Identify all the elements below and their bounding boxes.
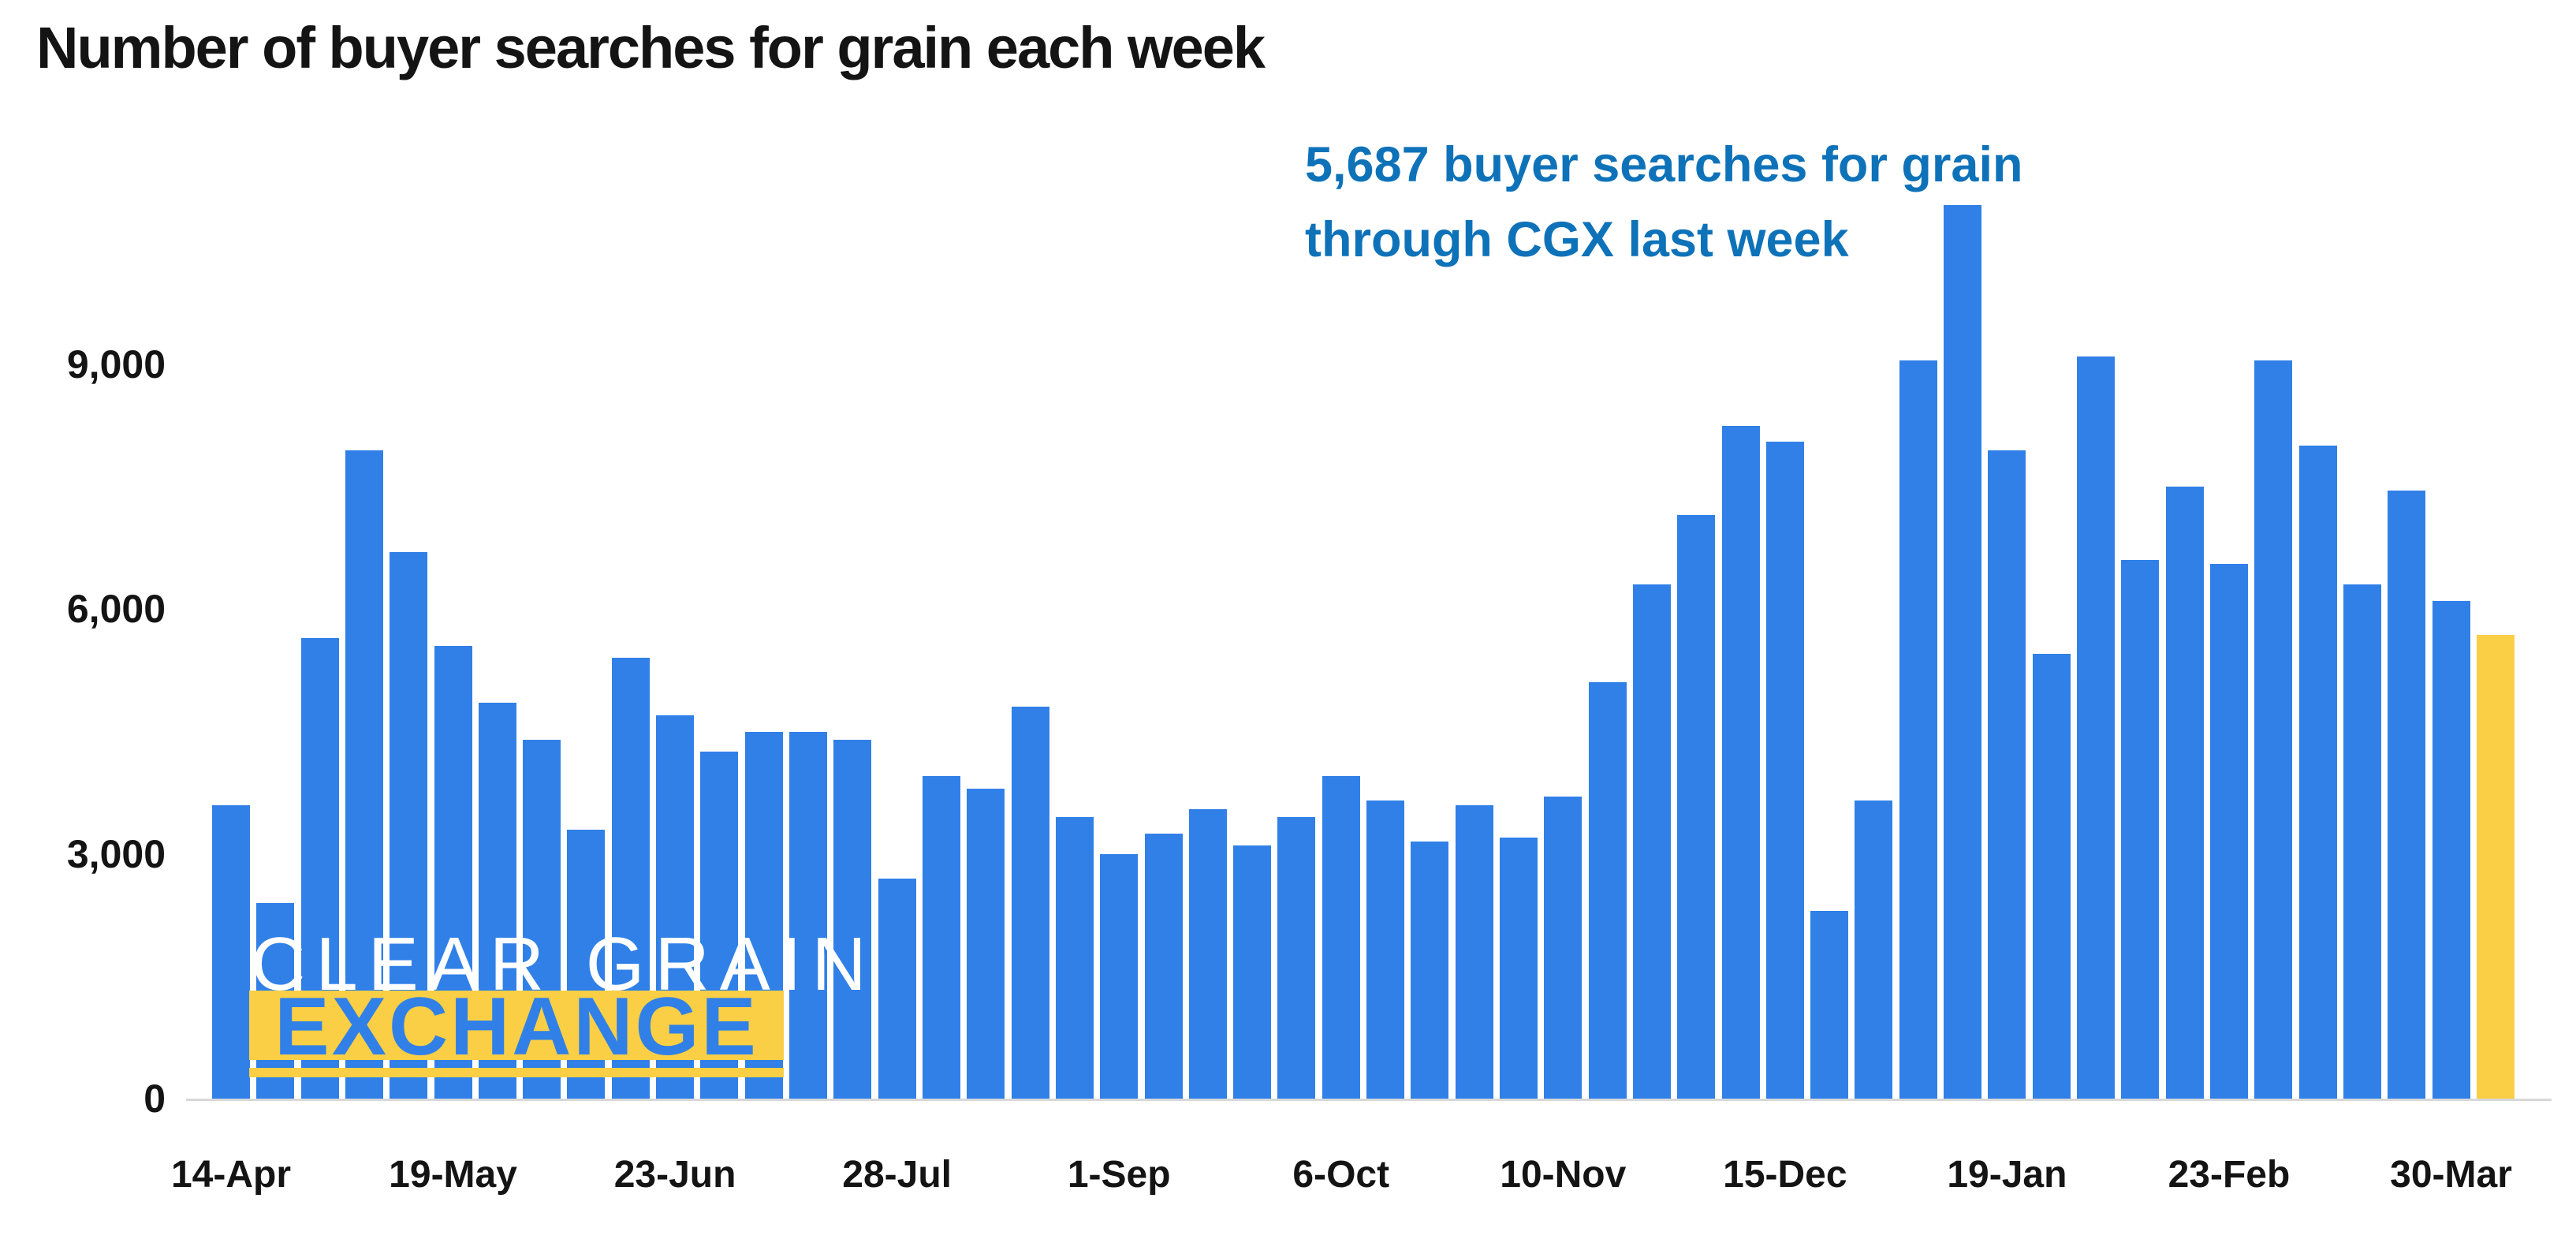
chart-title: Number of buyer searches for grain each …: [36, 15, 1266, 80]
x-axis-tick-label: 19-May: [389, 1154, 517, 1196]
bar-week-18: [967, 789, 1005, 1099]
bar-week-14: [789, 732, 828, 1099]
bar-week-47: [2254, 360, 2293, 1099]
x-axis-tick-label: 15-Dec: [1723, 1154, 1847, 1196]
bar-week-28: [1411, 842, 1449, 1099]
bar-week-51: [2432, 601, 2470, 1099]
bar-week-34: [1677, 515, 1716, 1099]
bar-week-23: [1188, 809, 1227, 1099]
bar-week-44: [2121, 560, 2160, 1099]
x-axis-tick-label: 23-Jun: [613, 1154, 736, 1196]
watermark-underline: [249, 1068, 784, 1077]
bar-week-50: [2388, 491, 2426, 1099]
bar-week-15: [833, 740, 872, 1099]
bar-week-31: [1544, 797, 1583, 1099]
bar-week-30: [1499, 838, 1538, 1099]
highlighted-bar-last-week: [2476, 635, 2514, 1099]
bar-week-42: [2032, 654, 2071, 1099]
bar-week-21: [1100, 854, 1139, 1099]
bar-week-19: [1011, 707, 1049, 1099]
bar-week-43: [2077, 356, 2116, 1099]
bar-week-46: [2209, 564, 2248, 1099]
x-axis-tick-label: 1-Sep: [1067, 1154, 1171, 1196]
x-axis-line: [186, 1099, 2552, 1101]
bar-week-26: [1322, 776, 1360, 1099]
x-axis-tick-label: 30-Mar: [2390, 1154, 2512, 1196]
bar-week-25: [1277, 817, 1316, 1099]
bar-week-41: [1988, 450, 2026, 1099]
y-axis-tick-label: 3,000: [66, 831, 166, 876]
x-axis-tick-label: 14-Apr: [170, 1154, 292, 1196]
x-axis-tick-label: 28-Jul: [842, 1154, 952, 1196]
bar-week-36: [1765, 442, 1804, 1099]
bar-week-1: [212, 805, 250, 1099]
bar-week-29: [1455, 805, 1493, 1099]
bar-week-45: [2165, 487, 2204, 1099]
bar-week-16: [878, 879, 916, 1099]
bar-week-27: [1366, 801, 1405, 1099]
watermark-exchange-band: EXCHANGE: [249, 991, 784, 1060]
annotation-line-1: 5,687 buyer searches for grain: [1305, 137, 2023, 192]
bar-week-32: [1588, 682, 1627, 1099]
bar-week-35: [1721, 426, 1760, 1099]
annotation-callout: 5,687 buyer searches for grain through C…: [1305, 128, 2022, 278]
annotation-line-2: through CGX last week: [1305, 212, 1849, 267]
bar-week-20: [1055, 817, 1094, 1099]
bar-week-33: [1632, 584, 1671, 1099]
x-axis-tick-label: 10-Nov: [1500, 1154, 1627, 1196]
bar-week-48: [2298, 446, 2337, 1099]
x-axis-tick-label: 19-Jan: [1947, 1154, 2067, 1196]
bar-week-17: [922, 776, 960, 1099]
y-axis-tick-label: 0: [144, 1077, 166, 1121]
y-axis-tick-label: 6,000: [66, 587, 166, 632]
bar-week-22: [1144, 834, 1183, 1099]
bar-week-24: [1233, 845, 1272, 1099]
bar-week-38: [1855, 801, 1893, 1099]
bar-week-37: [1810, 911, 1849, 1099]
bar-week-49: [2343, 584, 2381, 1099]
bar-week-39: [1899, 360, 1937, 1099]
y-axis-tick-label: 9,000: [66, 342, 166, 386]
x-axis-tick-label: 23-Feb: [2168, 1154, 2291, 1196]
bar-week-40: [1944, 205, 1982, 1099]
x-axis-tick-label: 6-Oct: [1292, 1154, 1390, 1196]
watermark-exchange-text: EXCHANGE: [274, 991, 759, 1060]
